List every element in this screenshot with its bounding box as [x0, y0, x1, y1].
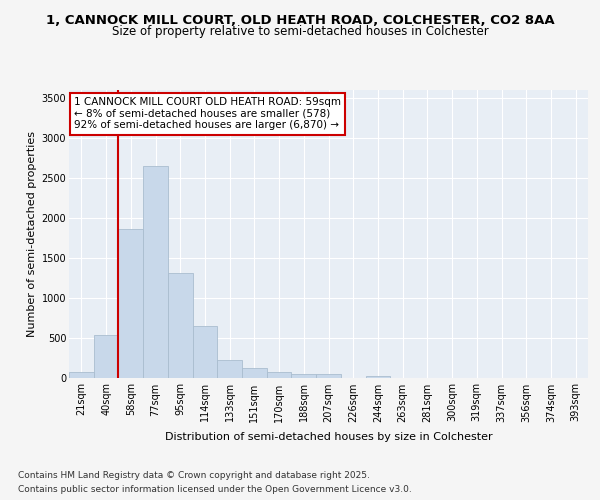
Bar: [94, 335, 118, 378]
Text: Contains HM Land Registry data © Crown copyright and database right 2025.: Contains HM Land Registry data © Crown c…: [18, 471, 370, 480]
Bar: [267, 372, 292, 378]
Text: Distribution of semi-detached houses by size in Colchester: Distribution of semi-detached houses by …: [165, 432, 493, 442]
Bar: [217, 360, 242, 378]
Bar: [242, 368, 267, 378]
Text: 1 CANNOCK MILL COURT OLD HEATH ROAD: 59sqm
← 8% of semi-detached houses are smal: 1 CANNOCK MILL COURT OLD HEATH ROAD: 59s…: [74, 97, 341, 130]
Bar: [69, 372, 94, 378]
Text: 1, CANNOCK MILL COURT, OLD HEATH ROAD, COLCHESTER, CO2 8AA: 1, CANNOCK MILL COURT, OLD HEATH ROAD, C…: [46, 14, 554, 26]
Bar: [143, 166, 168, 378]
Bar: [168, 273, 193, 378]
Bar: [193, 326, 217, 378]
Bar: [365, 376, 390, 378]
Text: Size of property relative to semi-detached houses in Colchester: Size of property relative to semi-detach…: [112, 25, 488, 38]
Text: Contains public sector information licensed under the Open Government Licence v3: Contains public sector information licen…: [18, 485, 412, 494]
Bar: [118, 229, 143, 378]
Bar: [292, 374, 316, 378]
Bar: [316, 374, 341, 378]
Y-axis label: Number of semi-detached properties: Number of semi-detached properties: [28, 130, 37, 337]
